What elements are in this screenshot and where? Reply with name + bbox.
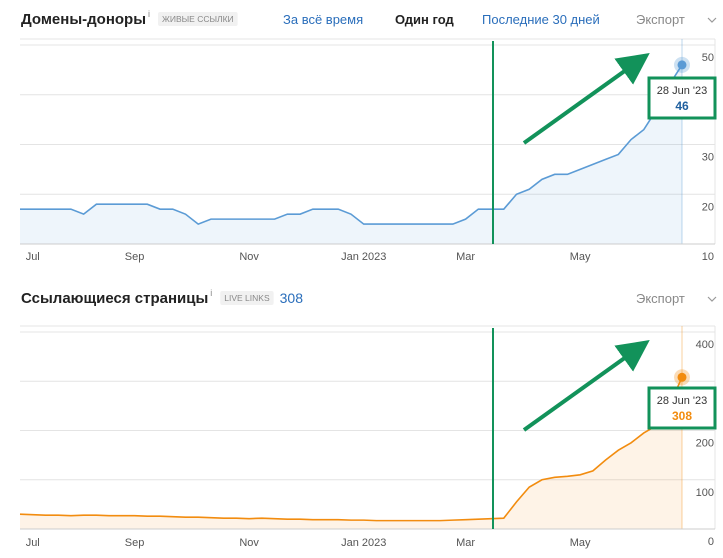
tooltip-value: 46 (675, 99, 689, 113)
series-line (19, 376, 683, 522)
marker (677, 372, 687, 382)
tooltip-box (647, 76, 717, 120)
export-button[interactable]: Экспорт (636, 12, 685, 27)
y-tick-label: 20 (702, 201, 714, 213)
x-tick-label: Nov (239, 251, 259, 263)
y-tick-label: 50 (702, 52, 714, 64)
filter-button[interactable]: Один год (395, 12, 455, 27)
area (20, 64, 682, 245)
filter-button[interactable]: За всё время (283, 12, 363, 27)
filter-button[interactable]: Последние 30 дней (482, 12, 600, 27)
y-tick-label: 100 (696, 487, 714, 499)
y-tick-label: 400 (696, 339, 714, 351)
tooltip-date: 28 Jun '23 (657, 85, 707, 97)
tooltip-date: 28 Jun '23 (657, 395, 707, 407)
badge: LIVE LINKS (224, 293, 270, 303)
tooltip-value: 308 (672, 409, 692, 423)
x-tick-label: Jan 2023 (341, 537, 386, 549)
series-line (20, 64, 683, 226)
x-tick-label: Sep (125, 251, 145, 263)
marker (677, 60, 687, 70)
total: 308 (280, 290, 304, 306)
export-caret (707, 296, 717, 302)
info-icon: i (210, 288, 212, 298)
x-tick-label: Mar (456, 251, 475, 263)
chart-title: Ссылающиеся страницы (21, 290, 208, 307)
area (20, 377, 682, 529)
x-tick-label: Jan 2023 (341, 251, 386, 263)
y-tick-label: 200 (696, 438, 714, 450)
y-tick-label: 30 (702, 152, 714, 164)
y-tick-label: 0 (708, 536, 714, 548)
x-tick-label: Mar (456, 537, 475, 549)
trend-arrow (522, 340, 650, 432)
x-tick-label: Sep (125, 537, 145, 549)
x-tick-label: Jul (26, 251, 40, 263)
export-caret (707, 17, 717, 23)
badge-bg (158, 12, 238, 26)
badge: ЖИВЫЕ ССЫЛКИ (162, 14, 234, 24)
chart-title: Домены-доноры (21, 11, 146, 28)
export-button[interactable]: Экспорт (636, 291, 685, 306)
y-tick-label: 10 (702, 251, 714, 263)
x-tick-label: Nov (239, 537, 259, 549)
trend-arrow (522, 53, 650, 145)
x-tick-label: May (570, 251, 591, 263)
x-tick-label: Jul (26, 537, 40, 549)
x-tick-label: May (570, 537, 591, 549)
badge-bg (220, 291, 274, 305)
tooltip-box (647, 386, 717, 430)
info-icon: i (148, 9, 150, 19)
